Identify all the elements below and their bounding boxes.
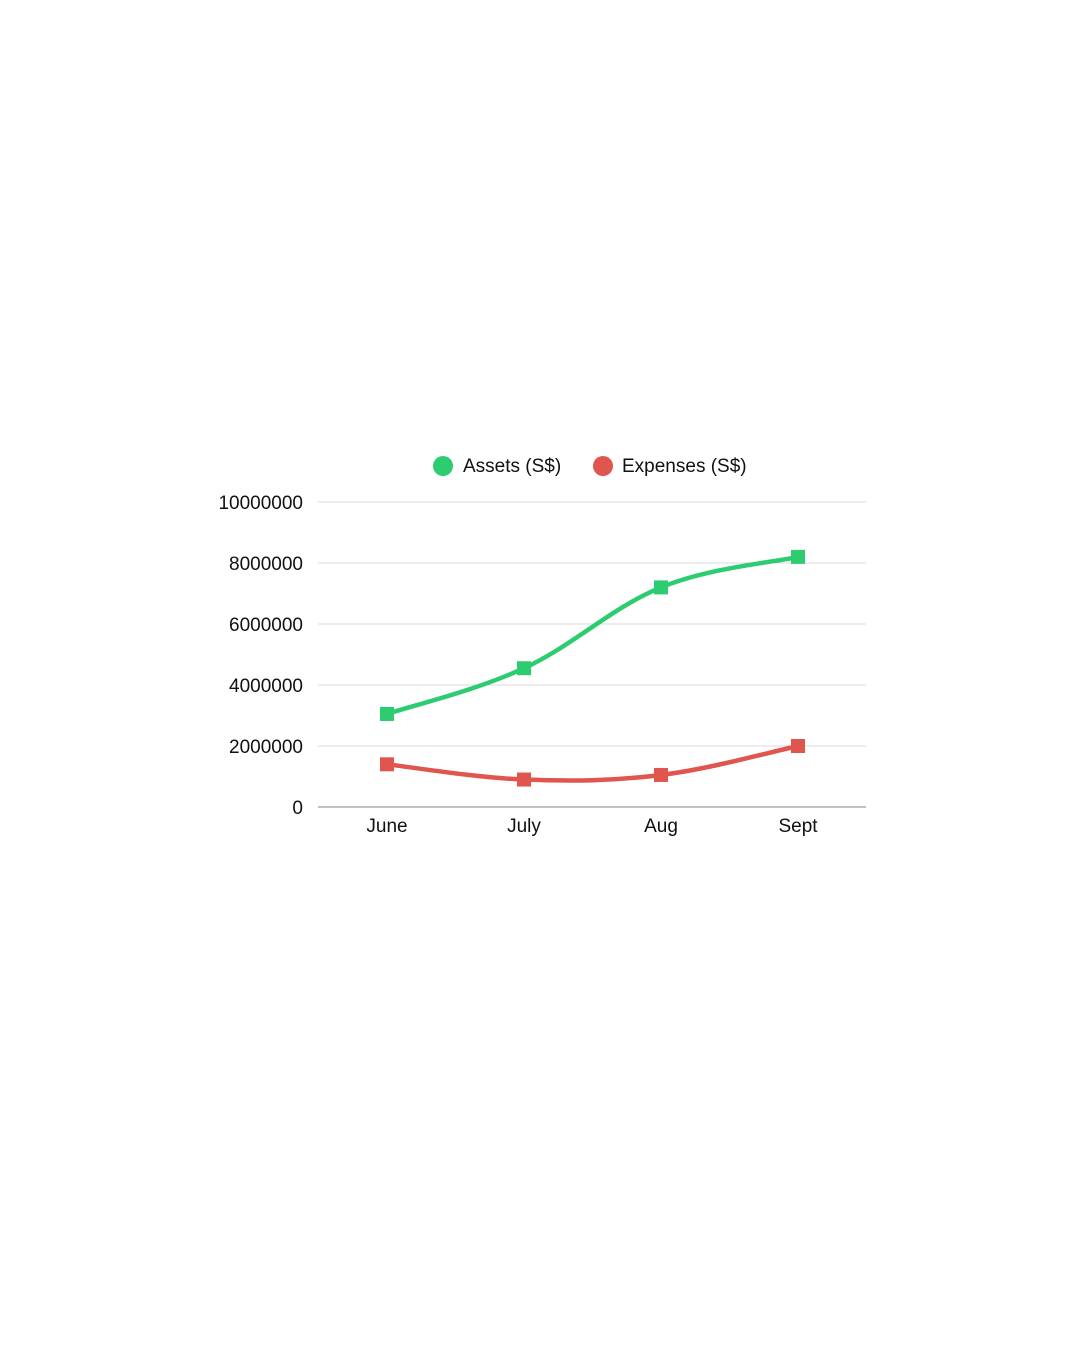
data-point-assets (380, 706, 394, 721)
y-tick-label: 10000000 (218, 493, 303, 514)
y-tick-label: 6000000 (229, 615, 303, 636)
y-tick-label: 2000000 (229, 737, 303, 758)
x-tick-label: Aug (644, 816, 678, 837)
y-tick-label: 8000000 (229, 554, 303, 575)
legend: Assets (S$) Expenses (S$) (433, 456, 747, 477)
legend-swatch-expenses (593, 456, 613, 476)
y-tick-label: 4000000 (229, 676, 303, 697)
data-point-expenses (517, 772, 531, 787)
x-tick-label: June (366, 816, 407, 837)
y-axis: 0 2000000 4000000 6000000 8000000 10000000 (218, 493, 303, 819)
x-tick-label: Sept (778, 816, 818, 837)
series-line-assets (384, 554, 801, 717)
legend-label-assets: Assets (S$) (463, 456, 561, 477)
series-line-expenses (384, 743, 801, 783)
series-assets (380, 549, 805, 721)
data-point-assets (517, 661, 531, 676)
gridlines (318, 501, 866, 808)
series-layer (380, 549, 805, 787)
legend-item-assets: Assets (S$) (433, 456, 561, 477)
legend-swatch-assets (433, 456, 453, 476)
y-tick-label: 0 (292, 798, 303, 819)
legend-item-expenses: Expenses (S$) (593, 456, 747, 477)
data-point-expenses (380, 757, 394, 772)
data-point-assets (791, 549, 805, 564)
data-point-expenses (791, 739, 805, 753)
data-point-expenses (654, 767, 668, 782)
series-expenses (380, 739, 805, 787)
x-tick-label: July (507, 816, 541, 837)
legend-label-expenses: Expenses (S$) (622, 456, 747, 477)
x-axis: June July Aug Sept (366, 816, 818, 837)
data-point-assets (654, 580, 668, 595)
